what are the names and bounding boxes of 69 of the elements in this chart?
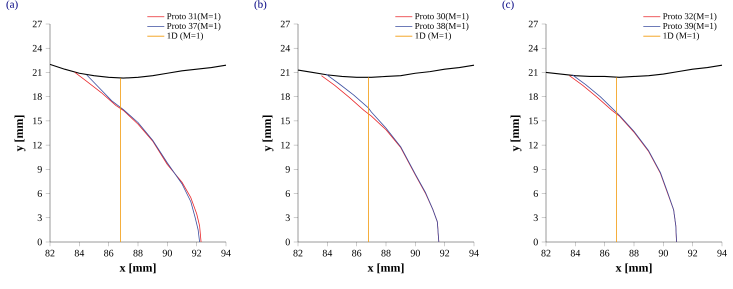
legend-label: 1D (M=1) xyxy=(167,32,203,40)
x-tick-label: 86 xyxy=(352,250,362,256)
x-tick-label: 92 xyxy=(440,250,450,256)
x-axis-title: x [mm] xyxy=(368,263,404,274)
y-tick-label: 6 xyxy=(38,190,42,197)
x-tick-label: 82 xyxy=(45,250,54,256)
y-tick-label: 21 xyxy=(280,69,290,76)
x-tick-label: 84 xyxy=(570,250,580,256)
x-axis-title: x [mm] xyxy=(616,263,652,274)
legend-label: Proto 39(M=1) xyxy=(662,22,716,31)
x-axis-title: x [mm] xyxy=(120,263,156,274)
x-tick-label: 88 xyxy=(629,250,639,256)
y-tick-label: 18 xyxy=(281,93,290,100)
legend-label: 1D (M=1) xyxy=(415,32,451,40)
y-axis-title: y [mm] xyxy=(510,115,522,152)
y-tick-label: 27 xyxy=(280,20,290,28)
y-tick-label: 21 xyxy=(32,69,42,76)
y-tick-label: 15 xyxy=(281,118,290,124)
x-tick-label: 92 xyxy=(688,250,698,256)
y-tick-label: 24 xyxy=(280,44,290,52)
y-tick-label: 24 xyxy=(32,44,42,52)
x-tick-label: 86 xyxy=(600,250,610,256)
legend-label: Proto 38(M=1) xyxy=(414,22,468,31)
legend-label: Proto 32(M=1) xyxy=(662,12,716,22)
x-tick-label: 90 xyxy=(658,250,668,256)
y-tick-label: 0 xyxy=(286,238,290,246)
y-tick-label: 9 xyxy=(286,166,290,173)
x-tick-label: 82 xyxy=(293,250,302,256)
x-tick-label: 94 xyxy=(221,250,231,256)
chart-title: (b) xyxy=(254,0,266,10)
legend-label: Proto 30(M=1) xyxy=(414,12,468,22)
y-tick-label: 27 xyxy=(32,20,42,28)
y-tick-label: 0 xyxy=(534,238,538,246)
x-tick-label: 94 xyxy=(469,250,479,256)
x-tick-label: 84 xyxy=(322,250,332,256)
x-tick-label: 82 xyxy=(541,250,550,256)
y-tick-label: 15 xyxy=(529,118,538,124)
y-tick-label: 6 xyxy=(286,190,290,197)
legend-label: 1D (M=1) xyxy=(663,32,699,40)
y-tick-label: 3 xyxy=(38,214,42,222)
x-tick-label: 92 xyxy=(192,250,202,256)
y-tick-label: 9 xyxy=(38,166,42,173)
x-tick-label: 94 xyxy=(717,250,727,256)
y-tick-label: 12 xyxy=(529,142,538,148)
y-axis-title: y [mm] xyxy=(262,115,274,152)
x-tick-label: 90 xyxy=(162,250,172,256)
x-tick-label: 88 xyxy=(133,250,143,256)
legend-label: Proto 37(M=1) xyxy=(166,22,220,31)
legend-label: Proto 31(M=1) xyxy=(166,12,220,22)
chart-title: (c) xyxy=(502,0,514,10)
x-tick-label: 84 xyxy=(74,250,84,256)
y-tick-label: 18 xyxy=(33,93,42,100)
y-tick-label: 0 xyxy=(38,238,42,246)
y-tick-label: 3 xyxy=(534,214,538,222)
y-tick-label: 9 xyxy=(534,166,538,173)
chart-title: (a) xyxy=(6,0,18,10)
y-tick-label: 12 xyxy=(281,142,290,148)
y-tick-label: 3 xyxy=(286,214,290,222)
x-tick-label: 88 xyxy=(381,250,391,256)
y-tick-label: 15 xyxy=(33,118,42,124)
y-tick-label: 21 xyxy=(528,69,538,76)
y-tick-label: 12 xyxy=(33,142,42,148)
y-axis-title: y [mm] xyxy=(14,115,26,152)
x-tick-label: 90 xyxy=(410,250,420,256)
y-tick-label: 18 xyxy=(529,93,538,100)
y-tick-label: 6 xyxy=(534,190,538,197)
x-tick-label: 86 xyxy=(104,250,114,256)
y-tick-label: 24 xyxy=(528,44,538,52)
y-tick-label: 27 xyxy=(528,20,538,28)
